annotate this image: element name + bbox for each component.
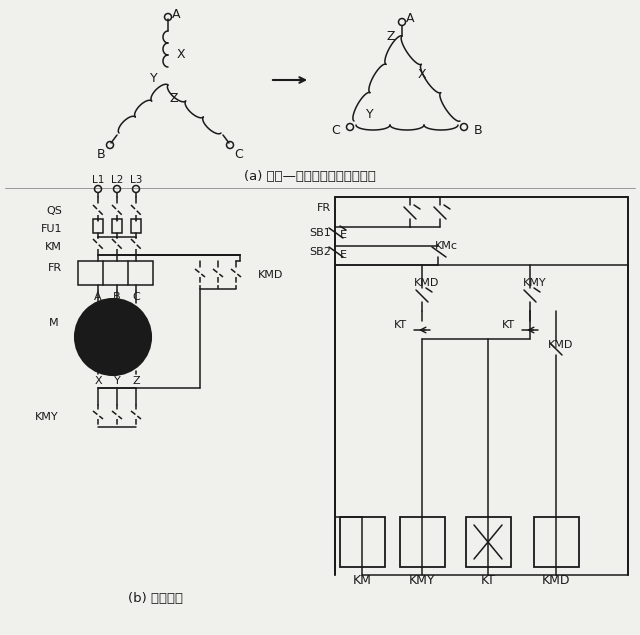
Text: (b) 控制线路: (b) 控制线路 <box>127 592 182 606</box>
Text: FR: FR <box>317 203 331 213</box>
Text: L1: L1 <box>92 175 104 185</box>
Text: A: A <box>94 292 102 302</box>
Bar <box>112 219 122 233</box>
Text: C: C <box>332 123 340 137</box>
Text: L3: L3 <box>130 175 142 185</box>
Text: KMD: KMD <box>541 573 570 587</box>
Text: FR: FR <box>48 263 62 273</box>
Text: B: B <box>474 123 483 137</box>
Text: KMD: KMD <box>548 340 573 350</box>
Text: Z: Z <box>170 93 179 105</box>
Text: B: B <box>113 292 121 302</box>
Bar <box>78 261 153 285</box>
Text: M: M <box>49 318 58 328</box>
Text: Y: Y <box>366 109 374 121</box>
Text: KM: KM <box>45 242 62 252</box>
Text: KMc: KMc <box>435 241 458 251</box>
Text: Z: Z <box>132 376 140 386</box>
Text: C: C <box>235 147 243 161</box>
Text: SB2: SB2 <box>309 247 331 257</box>
Text: KMD: KMD <box>258 270 284 280</box>
Text: E: E <box>339 250 346 260</box>
Text: L2: L2 <box>111 175 123 185</box>
Bar <box>400 517 445 567</box>
Text: Y: Y <box>114 376 120 386</box>
Text: QS: QS <box>46 206 62 216</box>
Text: B: B <box>97 147 106 161</box>
Bar <box>131 219 141 233</box>
Text: KT: KT <box>481 573 495 587</box>
Text: X: X <box>177 48 186 62</box>
Text: KT: KT <box>501 320 515 330</box>
Text: KM: KM <box>353 573 371 587</box>
Bar <box>534 517 579 567</box>
Bar <box>466 517 511 567</box>
Text: X: X <box>418 67 426 81</box>
Text: KMY: KMY <box>409 573 435 587</box>
Text: KT: KT <box>394 320 406 330</box>
Text: 3~: 3~ <box>104 338 122 352</box>
Text: M: M <box>105 319 121 337</box>
Text: A: A <box>406 11 414 25</box>
Text: (a) 星形—三角形转换绕组连接图: (a) 星形—三角形转换绕组连接图 <box>244 171 376 184</box>
Text: Z: Z <box>387 29 396 43</box>
Bar <box>93 219 103 233</box>
Text: X: X <box>94 376 102 386</box>
Text: A: A <box>172 8 180 20</box>
Text: Y: Y <box>150 72 158 86</box>
Circle shape <box>75 299 151 375</box>
Text: KMD: KMD <box>414 278 440 288</box>
Text: KMY: KMY <box>523 278 547 288</box>
Text: FU1: FU1 <box>40 224 62 234</box>
Text: KMY: KMY <box>35 412 58 422</box>
Text: C: C <box>132 292 140 302</box>
Text: E: E <box>339 230 346 240</box>
Bar <box>340 517 385 567</box>
Text: SB1: SB1 <box>309 228 331 238</box>
